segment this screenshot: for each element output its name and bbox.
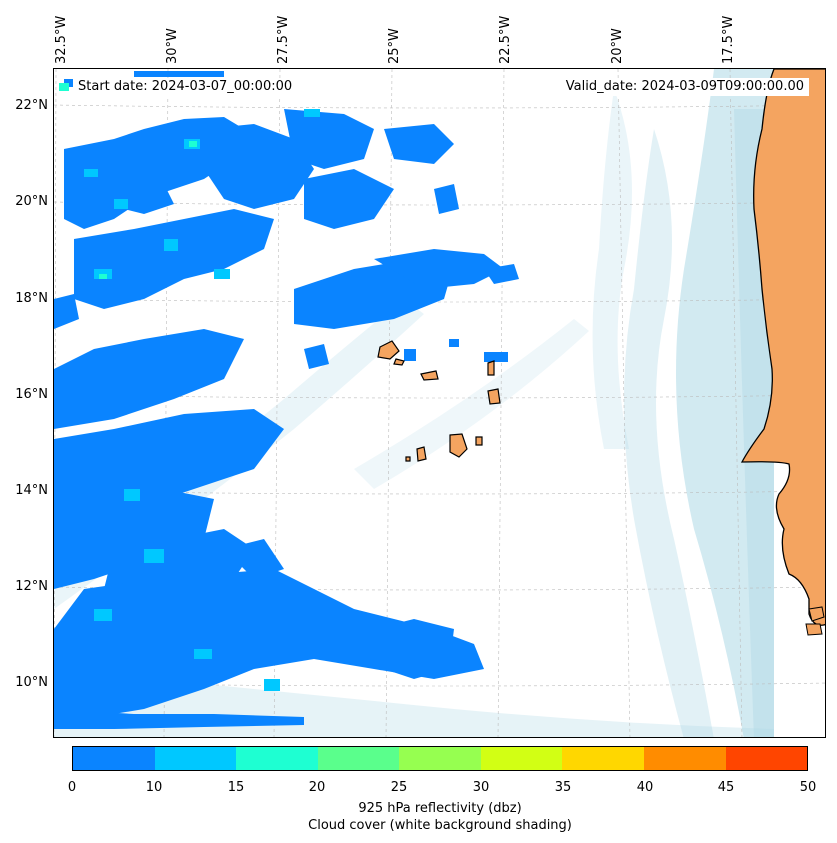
colorbar-segment-15-20 [236, 747, 318, 770]
africa-coastline [740, 69, 825, 626]
cape-verde-islands [377, 340, 501, 462]
lon-label-30w: 30°W [165, 28, 180, 64]
lat-label-10n: 10°N [15, 675, 48, 690]
start-date-label: Start date: 2024-03-07_00:00:00 [73, 78, 298, 96]
colorbar-segment-35-40 [562, 747, 644, 770]
colorbar-tick-35: 35 [554, 780, 572, 795]
lon-label-32.5w: 32.5°W [54, 15, 69, 64]
lon-label-22.5w: 22.5°W [498, 15, 513, 64]
lon-label-20w: 20°W [610, 28, 625, 64]
lon-label-25w: 25°W [387, 28, 402, 64]
colorbar-segment-10-15 [154, 747, 237, 770]
colorbar [72, 746, 808, 771]
coast-island-bijagos [808, 606, 825, 622]
colorbar-tick-40: 40 [636, 780, 654, 795]
lat-label-22n: 22°N [15, 98, 48, 113]
valid-date-label: Valid_date: 2024-03-09T09:00:00.00 [560, 78, 809, 96]
lat-label-18n: 18°N [15, 291, 48, 306]
lon-label-17.5w: 17.5°W [721, 15, 736, 64]
colorbar-tick-25: 25 [390, 780, 408, 795]
reflectivity-field-cyan [59, 83, 197, 279]
colorbar-segment-30-35 [480, 747, 563, 770]
lat-label-14n: 14°N [15, 483, 48, 498]
lat-label-20n: 20°N [15, 194, 48, 209]
colorbar-label-cloud-cover: Cloud cover (white background shading) [308, 818, 572, 833]
colorbar-tick-15: 15 [227, 780, 245, 795]
colorbar-tick-10: 10 [145, 780, 163, 795]
colorbar-tick-50: 50 [799, 780, 817, 795]
colorbar-tick-0: 0 [67, 780, 77, 795]
colorbar-segment-20-25 [317, 747, 400, 770]
colorbar-label-reflectivity: 925 hPa reflectivity (dbz) [358, 801, 522, 816]
colorbar-segment-40-45 [643, 747, 726, 770]
colorbar-segment-45-50 [725, 747, 808, 770]
colorbar-segment-25-30 [399, 747, 481, 770]
map-canvas [54, 69, 825, 737]
colorbar-tick-45: 45 [717, 780, 735, 795]
colorbar-tick-30: 30 [472, 780, 490, 795]
lon-label-27.5w: 27.5°W [276, 15, 291, 64]
colorbar-segment-0-10 [73, 747, 155, 770]
lat-label-16n: 16°N [15, 387, 48, 402]
map-panel: Start date: 2024-03-07_00:00:00 Valid_da… [53, 68, 826, 738]
coast-island-small [805, 623, 823, 636]
lat-label-12n: 12°N [15, 579, 48, 594]
colorbar-tick-20: 20 [308, 780, 326, 795]
